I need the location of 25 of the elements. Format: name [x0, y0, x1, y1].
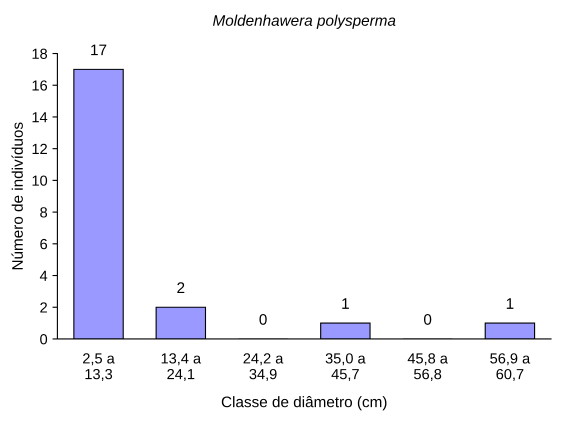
x-tick-label: 24,2 a 34,9: [244, 353, 284, 381]
y-tick-label: 0: [40, 334, 48, 344]
x-tick-label: 45,8 a 56,8: [408, 353, 448, 381]
data-label: 0: [424, 314, 432, 325]
data-label: 1: [506, 298, 514, 309]
x-tick-label: 2,5 a 13,3: [83, 353, 115, 381]
x-tick-label: 56,9 a 60,7: [490, 353, 530, 381]
x-tick-label: 35,0 a 45,7: [326, 353, 366, 381]
x-axis-title: Classe de diâmetro (cm): [222, 396, 386, 410]
x-tick-label: 13,4 a 24,1: [162, 353, 202, 381]
y-tick-label: 4: [40, 270, 48, 281]
y-tick-label: 2: [40, 302, 47, 313]
y-tick-label: 6: [40, 238, 48, 250]
data-label: 2: [177, 282, 184, 293]
y-tick-label: 10: [32, 175, 48, 186]
y-axis-title: Número de indivíduos: [11, 122, 23, 270]
data-label: 0: [259, 314, 267, 325]
y-tick-label: 8: [40, 207, 48, 218]
chart-title: Moldenhawera polysperma: [212, 14, 396, 29]
y-tick-label: 16: [32, 80, 48, 91]
data-label: 1: [342, 298, 349, 309]
data-label: 17: [91, 44, 106, 56]
y-tick-label: 14: [32, 112, 48, 122]
y-tick-label: 18: [32, 48, 48, 59]
y-tick-label: 12: [32, 144, 47, 154]
